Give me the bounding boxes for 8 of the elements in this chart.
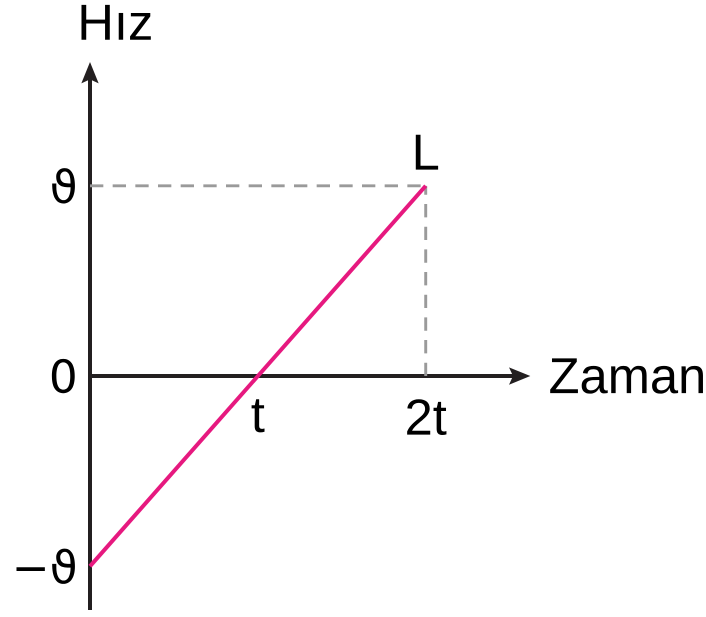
y-axis-title: Hız (81, 4, 151, 40)
x-axis-title: Zaman (550, 358, 703, 394)
ref-line-label: ϑ (52, 168, 75, 204)
text: −ϑ (16, 548, 75, 584)
annotation: L (416, 134, 438, 170)
x-tick-label: t (252, 399, 265, 432)
x-tick-label: 2t (407, 399, 446, 435)
text: 0 (52, 358, 75, 394)
